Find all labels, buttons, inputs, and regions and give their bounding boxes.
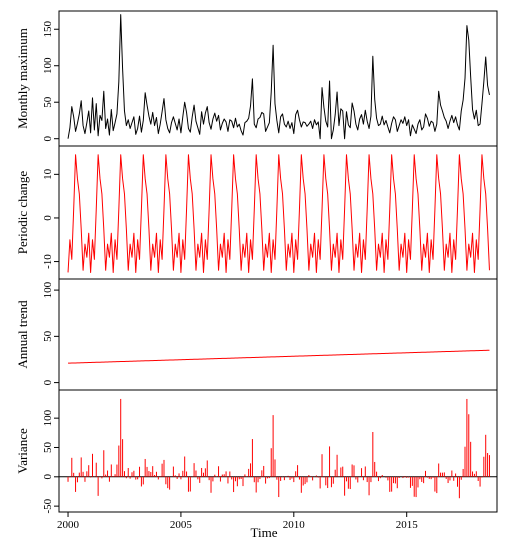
- x-tick-label: 2010: [283, 519, 306, 531]
- panel-monthly-ylabel: Monthly maximum: [15, 28, 30, 129]
- panel-variance-ytick-label: -50: [42, 498, 54, 513]
- panel-trend-ylabel: Annual trend: [15, 300, 30, 369]
- panel-variance-ytick-label: 100: [42, 409, 54, 426]
- panel-monthly-ytick-label: 150: [42, 20, 54, 37]
- panel-trend: 0 50 100 Annual trend: [15, 278, 498, 391]
- panel-variance-ylabel: Variance: [15, 428, 30, 474]
- panel-variance-ytick-label: 50: [42, 441, 54, 453]
- panel-monthly-ytick-label: 0: [42, 135, 54, 141]
- x-axis-title: Time: [251, 525, 278, 540]
- panel-monthly-ytick-label: 50: [42, 96, 54, 108]
- panel-periodic-ytick-label: -10: [42, 254, 54, 269]
- panel-periodic-series-line: [67, 154, 490, 273]
- panel-periodic: -10 0 10 Periodic change: [15, 145, 498, 280]
- x-tick-label: 2000: [57, 519, 80, 531]
- panel-trend-series-line: [68, 349, 490, 364]
- x-tick-label: 2015: [396, 519, 419, 531]
- panel-variance-ytick-label: 0: [42, 474, 54, 480]
- panel-trend-frame: [58, 278, 498, 391]
- panel-periodic-ytick-label: 10: [42, 168, 54, 180]
- panel-variance: -50 0 50 100 Variance: [15, 389, 498, 513]
- panel-periodic-ytick-label: 0: [42, 215, 54, 221]
- panel-trend-ytick-label: 100: [42, 281, 54, 298]
- x-axis: 2000 2005 2010 2015: [57, 512, 418, 531]
- panel-trend-ytick-label: 50: [42, 330, 54, 342]
- panel-periodic-ylabel: Periodic change: [15, 171, 30, 255]
- panel-monthly-series-line: [67, 14, 490, 140]
- panel-monthly: 0 50 100 150 Monthly maximum: [15, 10, 498, 147]
- panel-monthly-ytick-label: 100: [42, 57, 54, 74]
- panel-variance-frame: [58, 389, 498, 513]
- panels-layer: 0 50 100 150 Monthly maximum -10 0 10 Periodic c…: [15, 10, 498, 513]
- x-tick-label: 2005: [170, 519, 193, 531]
- panel-trend-ytick-label: 0: [42, 379, 54, 385]
